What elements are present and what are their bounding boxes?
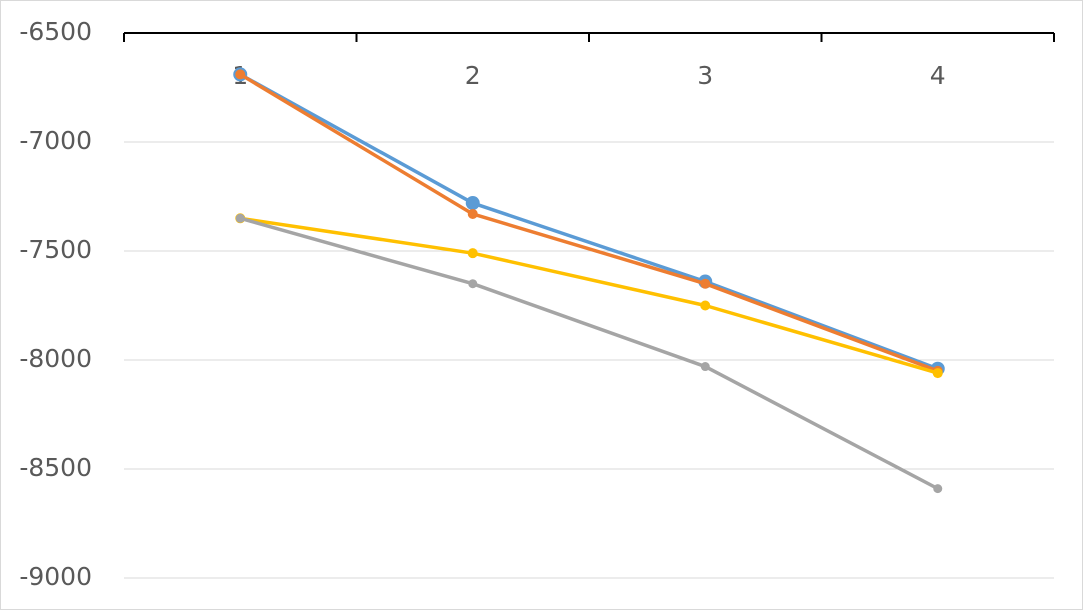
y-tick-label: -7000 xyxy=(19,126,92,155)
data-point xyxy=(467,248,478,259)
y-tick-label: -8500 xyxy=(19,453,92,482)
x-tick-label: 2 xyxy=(465,61,481,90)
data-point xyxy=(235,69,246,80)
series-line xyxy=(239,216,939,375)
data-point xyxy=(932,368,943,379)
data-point xyxy=(465,196,480,211)
series-line xyxy=(239,216,939,491)
y-tick-label: -6500 xyxy=(19,17,92,46)
y-tick-label: -7500 xyxy=(19,235,92,264)
data-point xyxy=(468,279,478,289)
series-line xyxy=(239,72,939,373)
x-tick-label: 3 xyxy=(697,61,713,90)
series-line xyxy=(239,72,939,371)
data-point xyxy=(700,278,711,289)
data-point xyxy=(700,362,710,372)
y-tick-label: -9000 xyxy=(19,562,92,591)
data-point xyxy=(235,213,245,223)
data-point xyxy=(933,484,943,494)
data-point xyxy=(467,208,478,219)
x-tick-label: 4 xyxy=(930,61,946,90)
y-tick-label: -8000 xyxy=(19,344,92,373)
data-point xyxy=(700,300,711,311)
